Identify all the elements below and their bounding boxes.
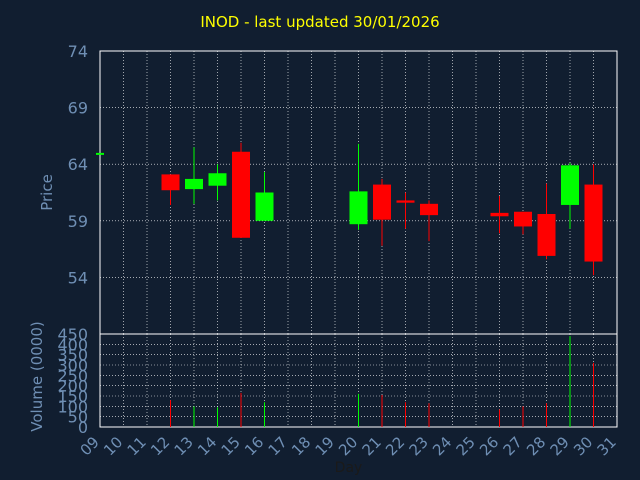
- x-tick-label: 13: [171, 433, 197, 459]
- x-tick-label: 25: [453, 433, 479, 459]
- x-tick-label: 22: [382, 433, 408, 459]
- candle-body: [373, 184, 391, 220]
- candle-30: [584, 164, 603, 276]
- x-axis-label: Day: [335, 460, 363, 476]
- candle-body: [490, 212, 509, 217]
- candle-body: [584, 184, 603, 262]
- candle-body: [537, 214, 556, 256]
- price-tick-label: 59: [68, 212, 88, 231]
- candle-body: [232, 151, 250, 238]
- x-tick-label: 15: [218, 433, 244, 459]
- volume-tick-label: 250: [57, 366, 88, 385]
- candle-09: [96, 152, 104, 155]
- x-tick-label: 09: [77, 433, 103, 459]
- candle-body: [396, 200, 415, 203]
- price-tick-label: 69: [68, 99, 88, 118]
- candle-28: [537, 183, 556, 260]
- x-tick-label: 19: [312, 433, 338, 459]
- x-tick-label: 11: [124, 433, 150, 459]
- candle-body: [514, 211, 532, 227]
- volume-tick-label: 450: [57, 325, 88, 344]
- x-tick-label: 23: [406, 433, 432, 459]
- x-tick-label: 20: [335, 433, 361, 459]
- volume-tick-label: 300: [57, 356, 88, 375]
- candle-body: [561, 165, 579, 205]
- candle-15: [232, 142, 250, 238]
- candle-body: [185, 178, 203, 190]
- x-tick-label: 24: [429, 433, 455, 459]
- x-tick-label: 21: [359, 433, 385, 459]
- x-tick-label: 27: [500, 433, 526, 459]
- volume-axis-label: Volume (0000): [28, 321, 46, 431]
- volume-tick-label: 100: [57, 397, 88, 416]
- chart-title: INOD - last updated 30/01/2026: [200, 13, 440, 31]
- candle-13: [185, 147, 203, 204]
- x-tick-label: 14: [194, 433, 220, 459]
- candle-16: [255, 172, 274, 221]
- x-tick-label: 30: [570, 433, 596, 459]
- x-tick-label: 18: [288, 433, 314, 459]
- x-tick-label: 12: [147, 433, 173, 459]
- candle-body: [208, 173, 227, 186]
- candle-27: [514, 211, 532, 235]
- candle-21: [373, 178, 391, 246]
- candle-12: [161, 174, 180, 205]
- x-tick-label: 10: [100, 433, 126, 459]
- volume-tick-label: 350: [57, 346, 88, 365]
- x-tick-label: 26: [476, 433, 502, 459]
- x-tick-label: 29: [547, 433, 573, 459]
- price-tick-label: 54: [68, 268, 88, 287]
- candle-body: [420, 203, 438, 216]
- candle-body: [349, 191, 368, 225]
- volume-tick-label: 200: [57, 377, 88, 396]
- candle-14: [208, 164, 227, 201]
- x-tick-label: 17: [265, 433, 291, 459]
- x-tick-label: 28: [523, 433, 549, 459]
- candle-body: [161, 174, 180, 191]
- x-tick-label: 31: [594, 433, 620, 459]
- price-tick-label: 74: [68, 42, 88, 61]
- volume-tick-label: 0: [78, 418, 88, 437]
- volume-tick-label: 50: [68, 408, 88, 427]
- candle-body: [255, 192, 274, 221]
- x-tick-label: 16: [241, 433, 267, 459]
- volume-tick-label: 400: [57, 335, 88, 354]
- volume-tick-label: 150: [57, 387, 88, 406]
- candle-23: [420, 200, 438, 242]
- price-axis-label: Price: [38, 174, 56, 211]
- candle-body: [96, 152, 104, 155]
- candle-26: [490, 195, 509, 234]
- candle-20: [349, 143, 368, 230]
- price-tick-label: 64: [68, 155, 88, 174]
- candle-22: [396, 192, 415, 229]
- candle-29: [561, 163, 579, 229]
